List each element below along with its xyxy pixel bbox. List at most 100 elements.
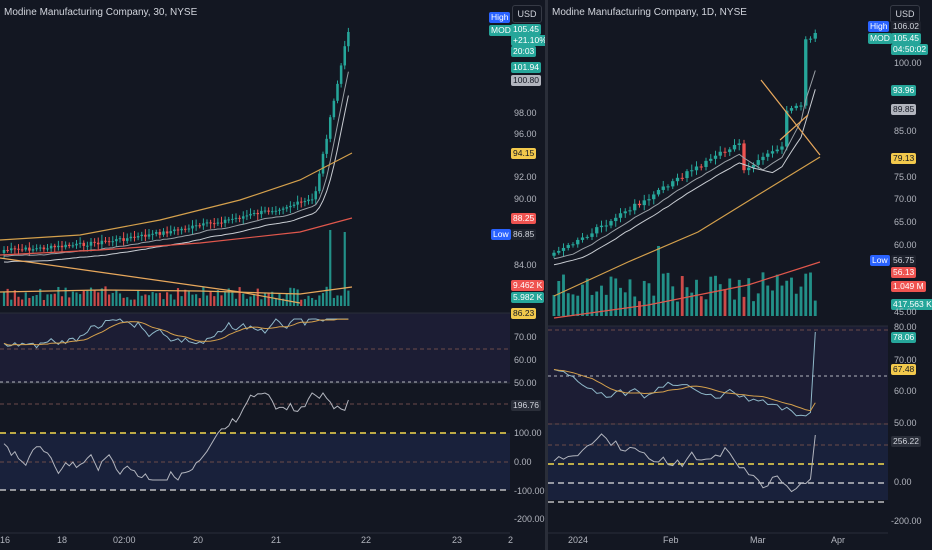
- volume-bar: [227, 288, 230, 306]
- volume-bar: [666, 272, 670, 316]
- right-high-value: 106.02: [891, 21, 921, 32]
- volume-bar: [245, 298, 248, 306]
- left-high-label: High: [489, 12, 511, 23]
- volume-bar: [300, 299, 303, 306]
- left-chart-canvas[interactable]: [0, 0, 545, 550]
- volume-bar: [97, 292, 100, 306]
- left-ytick: 98.00: [514, 108, 537, 118]
- candle-body: [552, 252, 556, 256]
- candle-body: [310, 199, 314, 201]
- candle-body: [623, 211, 627, 214]
- volume-bar: [671, 286, 675, 316]
- volume-bar: [321, 293, 325, 306]
- volume-bar: [343, 232, 346, 306]
- candle-body: [766, 153, 770, 157]
- candle-body: [100, 240, 104, 245]
- volume-bar: [205, 295, 209, 306]
- candle-body: [2, 249, 6, 253]
- candle-body: [285, 207, 289, 209]
- rsi-band: [548, 326, 888, 424]
- volume-bar: [162, 299, 165, 306]
- candle-body: [191, 225, 194, 229]
- volume-bar: [39, 288, 42, 306]
- volume-bar: [296, 289, 299, 306]
- volume-bar: [46, 294, 49, 306]
- volume-bar: [329, 230, 332, 306]
- volume-bar: [151, 292, 154, 306]
- volume-bar: [619, 287, 622, 316]
- volume-bar: [695, 279, 698, 316]
- volume-bar: [180, 296, 183, 306]
- rsi-ma-line: [553, 369, 816, 412]
- volume-bar: [79, 294, 82, 306]
- volume-bar: [311, 297, 314, 306]
- right-cci-tick: 0.00: [894, 477, 912, 487]
- candle-body: [57, 245, 60, 248]
- ma-line-slow: [0, 152, 353, 241]
- candle-body: [13, 248, 17, 250]
- volume-bar: [576, 295, 580, 316]
- left-rsi-tick: 50.00: [514, 378, 537, 388]
- vol-ma-line: [0, 286, 353, 295]
- wedge-line-lower: [779, 114, 809, 141]
- volume-bar: [303, 299, 306, 306]
- volume-bar: [104, 286, 107, 306]
- left-ytick: 84.00: [514, 260, 537, 270]
- candle-body: [666, 186, 670, 188]
- candle-body: [756, 160, 760, 165]
- ma-line-fast: [3, 71, 349, 257]
- candle-body: [64, 244, 67, 248]
- right-high-label: High: [868, 21, 890, 32]
- candle-body: [690, 170, 694, 172]
- right-rsi-tick: 50.00: [894, 418, 917, 428]
- volume-bar: [566, 293, 570, 316]
- right-xtick: Feb: [663, 535, 679, 545]
- right-vol2-value: 1.049 M: [891, 281, 926, 292]
- right-rsi-tick: 60.00: [894, 386, 917, 396]
- volume-bar: [86, 290, 89, 306]
- candle-body: [789, 108, 794, 111]
- pane-divider[interactable]: [545, 0, 548, 550]
- volume-bar: [173, 299, 176, 306]
- candle-body: [96, 242, 100, 245]
- right-chart-pane[interactable]: Modine Manufacturing Company, 1D, NYSE U…: [548, 0, 932, 550]
- volume-bar: [133, 299, 136, 306]
- volume-bar: [813, 300, 817, 316]
- left-cci-tick: -200.00: [514, 514, 545, 524]
- cci-line: [553, 433, 816, 493]
- volume-bar: [169, 294, 172, 306]
- volume-bar: [614, 278, 618, 316]
- volume-bar: [325, 286, 328, 306]
- volume-bar: [723, 289, 727, 316]
- right-ytick: 60.00: [894, 240, 917, 250]
- volume-bar: [129, 299, 132, 306]
- left-chart-pane[interactable]: Modine Manufacturing Company, 30, NYSE U…: [0, 0, 549, 550]
- volume-bar: [652, 295, 656, 316]
- candle-body: [585, 236, 589, 238]
- left-xtick: 20: [193, 535, 204, 545]
- right-chart-canvas[interactable]: [548, 0, 932, 550]
- volume-bar: [704, 299, 708, 316]
- left-currency-button[interactable]: USD: [512, 5, 542, 23]
- left-countdown: 20:03: [511, 46, 537, 57]
- volume-bar: [699, 296, 703, 316]
- candle-body: [256, 212, 260, 215]
- cci-band: [548, 424, 888, 500]
- volume-bar: [17, 296, 20, 306]
- volume-bar: [24, 292, 27, 306]
- candle-body: [307, 199, 310, 202]
- volume-bar: [775, 274, 779, 316]
- volume-bar: [220, 295, 223, 306]
- left-ytick: 92.00: [514, 172, 537, 182]
- right-rsi-value: 78.06: [891, 332, 917, 343]
- candle-body: [628, 210, 632, 212]
- volume-bar: [209, 291, 212, 306]
- volume-bar: [314, 299, 317, 306]
- ma-line-slow: [553, 156, 821, 297]
- volume-bar: [747, 278, 751, 316]
- volume-bar: [195, 294, 198, 306]
- volume-bar: [144, 294, 147, 306]
- candle-body: [144, 234, 147, 237]
- candle-body: [652, 194, 656, 200]
- volume-bar: [140, 295, 143, 306]
